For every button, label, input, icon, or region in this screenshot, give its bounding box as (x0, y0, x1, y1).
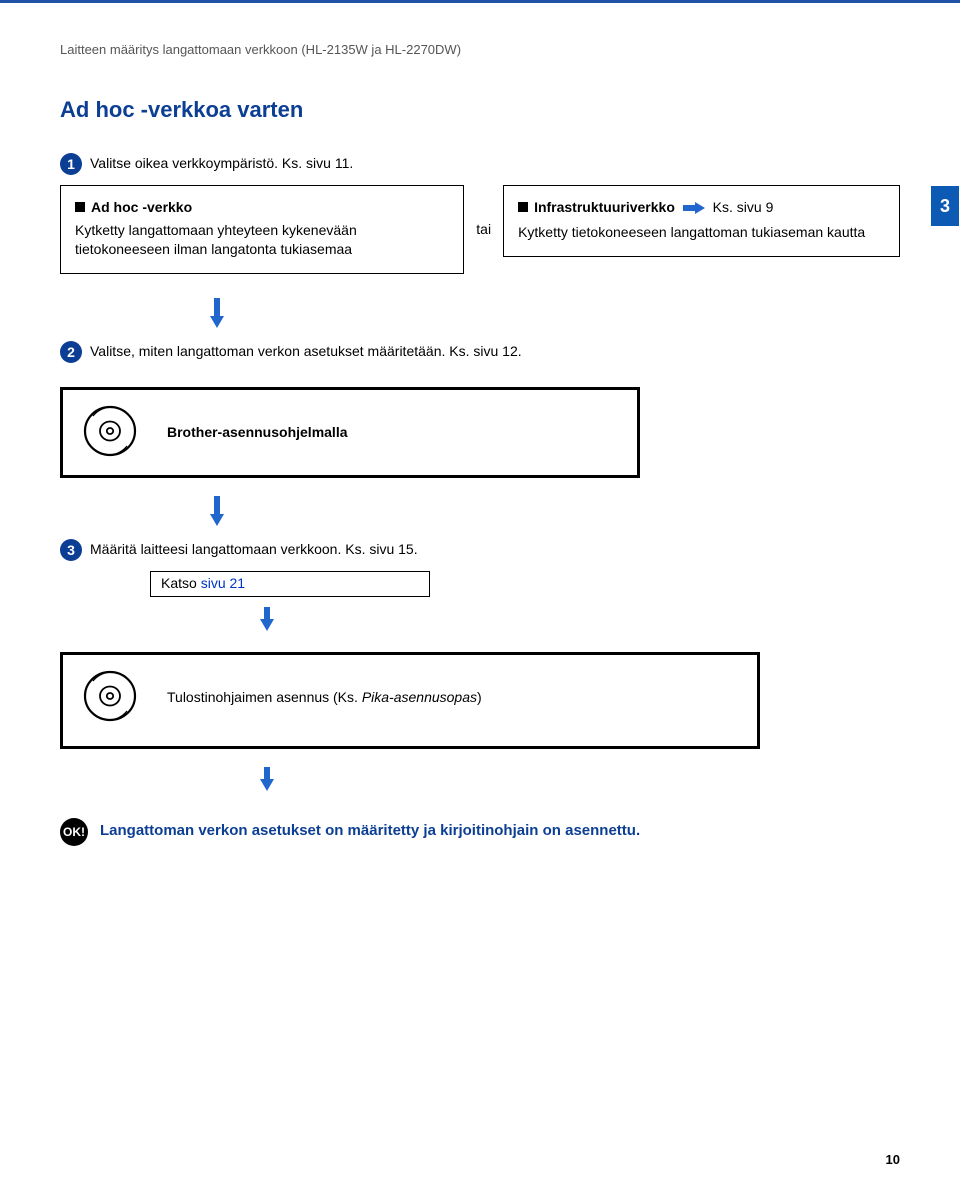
brother-installer-box: Brother-asennusohjelmalla (60, 387, 640, 478)
see-page-box: Katso sivu 21 (150, 571, 430, 597)
arrow-down-icon (260, 767, 900, 796)
completion-row: OK! Langattoman verkon asetukset on määr… (60, 818, 900, 846)
step-1-bullet: 1 (60, 153, 82, 175)
step-3-text: Määritä laitteesi langattomaan verkkoon.… (90, 539, 418, 557)
infra-box: 3 Infrastruktuuriverkko Ks. sivu 9 Kytke… (503, 185, 900, 257)
arrow-right-icon (683, 200, 705, 219)
step-1: 1 Valitse oikea verkkoympäristö. Ks. siv… (60, 153, 900, 175)
step-1-text: Valitse oikea verkkoympäristö. Ks. sivu … (90, 153, 353, 171)
arrow-down-icon (210, 496, 900, 531)
square-bullet-icon (518, 202, 528, 212)
square-bullet-icon (75, 202, 85, 212)
adhoc-heading: Ad hoc -verkko (75, 198, 449, 217)
completion-text: Langattoman verkon asetukset on määritet… (100, 818, 640, 839)
arrow-down-icon (210, 298, 900, 333)
driver-install-box: Tulostinohjaimen asennus (Ks. Pika-asenn… (60, 652, 760, 749)
breadcrumb: Laitteen määritys langattomaan verkkoon … (60, 42, 900, 57)
step-3-bullet: 3 (60, 539, 82, 561)
or-label: tai (474, 221, 493, 237)
step-2: 2 Valitse, miten langattoman verkon aset… (60, 341, 900, 363)
network-choice-row: Ad hoc -verkko Kytketty langattomaan yht… (60, 185, 900, 274)
page-title: Ad hoc -verkkoa varten (60, 97, 900, 123)
adhoc-box: Ad hoc -verkko Kytketty langattomaan yht… (60, 185, 464, 274)
page-number: 10 (886, 1152, 900, 1167)
adhoc-body: Kytketty langattomaan yhteyteen kykenevä… (75, 221, 449, 259)
arrow-down-icon (260, 607, 900, 636)
chapter-tab: 3 (931, 186, 959, 226)
step-3: 3 Määritä laitteesi langattomaan verkkoo… (60, 539, 900, 561)
step-2-bullet: 2 (60, 341, 82, 363)
infra-heading: Infrastruktuuriverkko Ks. sivu 9 (518, 198, 885, 219)
driver-install-text: Tulostinohjaimen asennus (Ks. Pika-asenn… (167, 689, 482, 705)
cd-icon (83, 669, 137, 726)
step-2-text: Valitse, miten langattoman verkon asetuk… (90, 341, 522, 359)
ok-badge-icon: OK! (60, 818, 88, 846)
infra-body: Kytketty tietokoneeseen langattoman tuki… (518, 223, 885, 242)
cd-icon (83, 404, 137, 461)
header-rule (0, 0, 960, 3)
brother-installer-label: Brother-asennusohjelmalla (167, 424, 348, 440)
see-page-link[interactable]: sivu 21 (201, 575, 245, 591)
